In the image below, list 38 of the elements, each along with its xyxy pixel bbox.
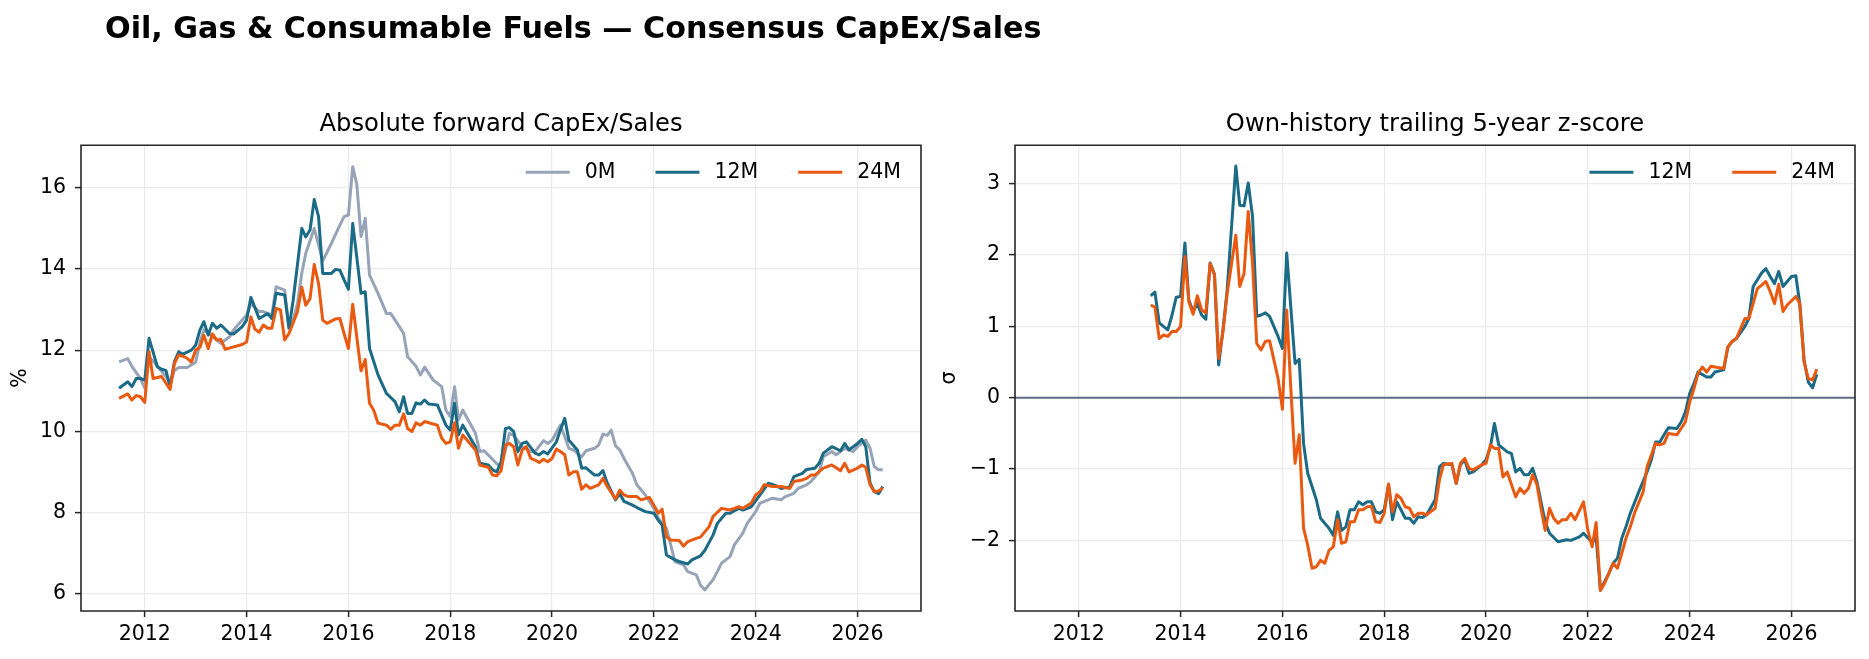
x-tick-label: 2020 [1459,621,1513,646]
x-tick-label: 2022 [627,621,680,646]
y-tick-label: 2 [986,241,1000,266]
x-tick-label: 2018 [424,621,477,646]
x-tick-label: 2026 [1765,621,1818,646]
text: Oil, Gas & Consumable Fuels — Consensus CapEx/Sales [105,10,1042,46]
y-tick-label: −2 [969,526,1000,551]
legend-label: 12M [1648,158,1693,183]
y-tick-label: 3 [986,170,1000,195]
chart-title: Own-history trailing 5-year z-score [1225,109,1645,138]
x-tick-label: 2012 [118,621,171,646]
y-tick-label: −1 [969,455,1000,480]
x-tick-label: 2018 [1358,621,1411,646]
y-tick-label: 16 [39,174,66,199]
y-tick-label: 14 [39,255,66,280]
y-tick-label: 12 [39,336,66,361]
legend-label: 0M [584,158,616,183]
y-tick-label: 6 [52,579,66,604]
y-tick-label: 0 [986,384,1000,409]
x-tick-label: 2020 [525,621,579,646]
x-tick-label: 2024 [1663,621,1716,646]
x-tick-label: 2012 [1052,621,1105,646]
y-tick-label: 10 [39,417,66,442]
y-axis-title: % [7,368,32,388]
y-axis-title: σ [936,371,961,385]
x-tick-label: 2024 [729,621,782,646]
legend-label: 24M [1791,158,1836,183]
legend-label: 12M [714,158,759,183]
y-tick-label: 8 [52,498,66,523]
x-tick-label: 2014 [220,621,273,646]
chart-title: Absolute forward CapEx/Sales [319,109,683,138]
x-tick-label: 2016 [322,621,375,646]
x-tick-label: 2022 [1561,621,1614,646]
legend-label: 24M [857,158,902,183]
y-tick-label: 1 [986,312,1000,337]
x-tick-label: 2016 [1256,621,1309,646]
x-tick-label: 2026 [831,621,884,646]
x-tick-label: 2014 [1154,621,1207,646]
